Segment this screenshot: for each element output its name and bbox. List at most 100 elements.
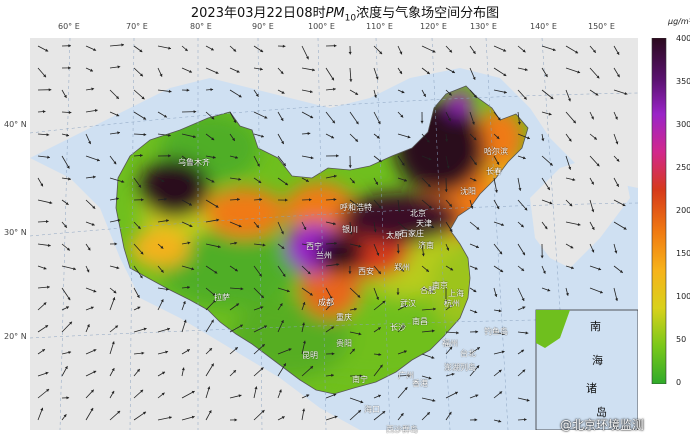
city-label: 拉萨 <box>214 293 230 302</box>
wind-arrowhead <box>521 268 525 271</box>
watermark: @北京环境监测 <box>560 418 645 432</box>
wind-arrowhead <box>520 224 524 228</box>
wind-arrowhead <box>499 391 503 395</box>
wind-arrowhead <box>90 68 93 72</box>
wind-arrowhead <box>45 325 49 328</box>
wind-arrowhead <box>232 137 235 141</box>
wind-arrowhead <box>355 92 359 95</box>
wind-arrowhead <box>259 273 262 277</box>
wind-arrowhead <box>96 158 100 162</box>
wind-arrowhead <box>426 139 430 143</box>
wind-arrowhead <box>211 137 215 141</box>
wind-arrowhead <box>568 98 571 102</box>
wind-arrowhead <box>331 373 334 377</box>
wind-arrowhead <box>375 181 378 185</box>
wind-arrowhead <box>186 179 190 182</box>
wind-arrowhead <box>548 112 552 116</box>
wind-arrowhead <box>210 88 214 92</box>
wind-arrowhead <box>474 418 478 422</box>
wind-arrowhead <box>93 289 97 293</box>
wind-arrowhead <box>348 51 352 55</box>
wind-arrowhead <box>565 292 569 296</box>
wind-arrowhead <box>285 182 288 186</box>
wind-arrowhead <box>91 87 95 91</box>
wind-arrowhead <box>160 299 164 303</box>
wind-arrowhead <box>238 94 242 98</box>
wind-arrowhead <box>550 96 554 99</box>
wind-arrowhead <box>310 366 313 369</box>
wind-arrowhead <box>260 67 263 71</box>
wind-arrowhead <box>348 271 352 274</box>
wind-arrowhead <box>547 288 551 292</box>
city-label: 哈尔滨 <box>484 147 508 156</box>
wind-arrowhead <box>526 398 530 402</box>
wind-arrowhead <box>307 271 311 275</box>
wind-arrowhead <box>63 414 67 418</box>
wind-arrowhead <box>503 90 507 94</box>
wind-arrowhead <box>280 71 284 74</box>
city-label: 香港 <box>412 379 428 388</box>
wind-arrowhead <box>234 418 238 422</box>
wind-arrowhead <box>357 294 361 298</box>
wind-arrowhead <box>333 222 336 226</box>
wind-arrowhead <box>360 400 364 404</box>
wind-arrowhead <box>521 349 524 353</box>
wind-arrowhead <box>208 410 212 414</box>
wind-arrowhead <box>540 255 544 259</box>
map-area <box>30 38 638 430</box>
wind-arrowhead <box>307 132 311 136</box>
wind-arrowhead <box>403 350 407 354</box>
lat-label: 40° N <box>4 120 27 129</box>
wind-arrowhead <box>448 118 451 122</box>
wind-arrowhead <box>404 228 408 231</box>
wind-arrowhead <box>333 393 337 397</box>
wind-arrowhead <box>593 136 597 140</box>
wind-arrowhead <box>518 188 522 191</box>
wind-arrowhead <box>233 48 237 52</box>
city-label: 钓鱼岛 <box>484 327 508 336</box>
lon-label: 70° E <box>126 22 148 31</box>
wind-arrowhead <box>93 370 97 374</box>
city-label: 福州 <box>442 339 458 348</box>
wind-arrowhead <box>309 292 313 296</box>
wind-arrowhead <box>544 74 548 77</box>
wind-arrowhead <box>116 197 119 201</box>
wind-arrowhead <box>591 209 595 213</box>
wind-arrowhead <box>472 76 476 80</box>
wind-arrowhead <box>524 418 527 422</box>
wind-arrowhead <box>552 48 556 52</box>
wind-arrowhead <box>40 183 43 187</box>
wind-arrowhead <box>449 49 452 53</box>
southwest-land <box>30 158 360 430</box>
wind-arrowhead <box>207 386 211 390</box>
lon-label: 90° E <box>252 22 274 31</box>
wind-arrowhead <box>433 307 436 311</box>
wind-arrowhead <box>541 138 545 142</box>
wind-arrowhead <box>184 48 188 51</box>
inset-sea-label: 诸 <box>586 382 597 395</box>
wind-arrowhead <box>474 266 478 270</box>
wind-arrowhead <box>501 223 504 226</box>
wind-arrowhead <box>349 231 353 235</box>
wind-arrowhead <box>547 187 550 190</box>
inset-land <box>536 310 570 348</box>
wind-arrowhead <box>522 252 525 256</box>
wind-arrowhead <box>210 47 214 51</box>
wind-arrowhead <box>161 392 165 396</box>
city-label: 沈阳 <box>460 187 476 196</box>
wind-arrowhead <box>522 306 526 310</box>
wind-arrowhead <box>432 49 436 53</box>
wind-arrowhead <box>501 350 505 354</box>
wind-arrowhead <box>165 350 169 354</box>
wind-arrowhead <box>238 394 242 398</box>
wind-arrowhead <box>329 296 333 300</box>
wind-arrowhead <box>568 166 572 170</box>
wind-arrowhead <box>143 116 147 120</box>
wind-arrowhead <box>234 241 238 245</box>
wind-arrowhead <box>359 374 363 378</box>
wind-arrowhead <box>115 96 119 99</box>
wind-arrowhead <box>379 364 383 368</box>
wind-arrowhead <box>591 249 595 253</box>
wind-arrowhead <box>616 51 620 55</box>
wind-arrowhead <box>431 225 435 228</box>
